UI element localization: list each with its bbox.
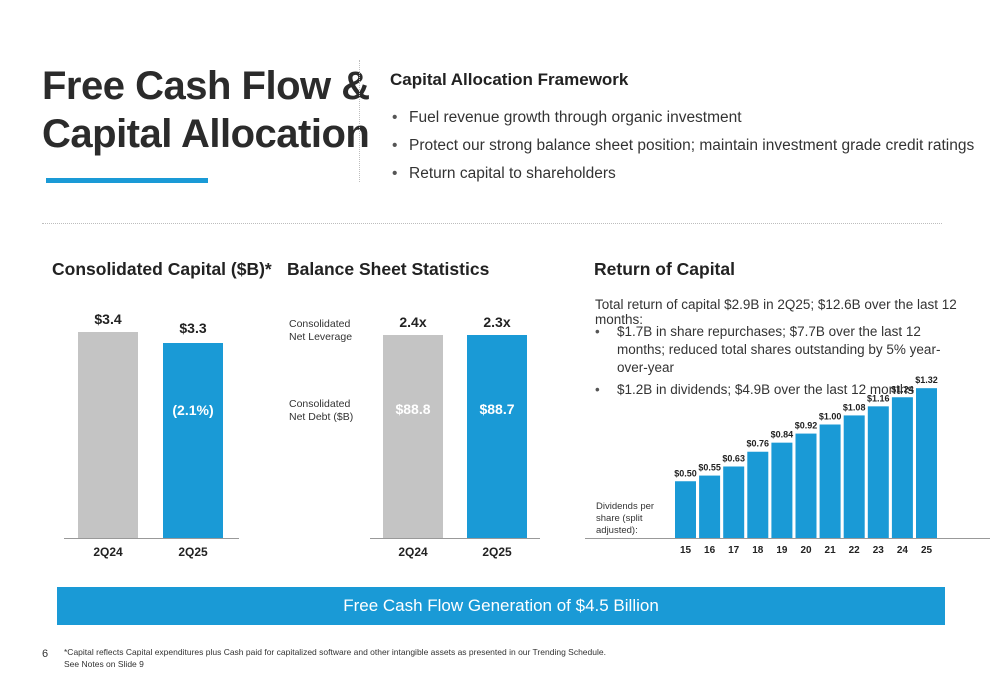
dividends-per-share-label: Dividends per share (split adjusted): (596, 501, 655, 536)
framework-title: Capital Allocation Framework (390, 70, 629, 89)
capital-change-label: (2.1%) (172, 402, 214, 418)
capital-2q24-category: 2Q24 (93, 545, 123, 559)
dividend-year-label: 23 (873, 545, 885, 556)
dividend-bar (795, 433, 817, 538)
debt-2q24-label: $88.8 (395, 401, 431, 417)
balance-2q24-bar (383, 335, 443, 538)
dividend-year-label: 20 (800, 545, 812, 556)
dividend-value-label: $0.63 (722, 453, 745, 463)
balance-sheet-title: Balance Sheet Statistics (287, 259, 490, 279)
page-title-line-2: Capital Allocation (42, 112, 370, 156)
dividend-year-label: 19 (776, 545, 788, 556)
dividend-year-label: 24 (897, 545, 909, 556)
leverage-2q25-label: 2.3x (483, 314, 511, 330)
fcf-banner: Free Cash Flow Generation of $4.5 Billio… (57, 587, 945, 625)
footnote-line-2: See Notes on Slide 9 (64, 659, 144, 669)
dividend-bar (819, 424, 841, 538)
balance-2q24-category: 2Q24 (398, 545, 428, 559)
return-of-capital-bullets: $1.7B in share repurchases; $7.7B over t… (595, 323, 955, 403)
dividend-year-label: 25 (921, 545, 933, 556)
dividend-bar (891, 397, 913, 538)
balance-axis-line (370, 538, 540, 539)
framework-bullet: Return capital to shareholders (390, 160, 974, 188)
dividend-value-label: $0.55 (698, 463, 721, 473)
debt-2q25-label: $88.7 (479, 401, 515, 417)
fcf-banner-text: Free Cash Flow Generation of $4.5 Billio… (343, 596, 659, 615)
framework-bullet: Fuel revenue growth through organic inve… (390, 104, 974, 132)
dividend-value-label: $1.00 (819, 412, 842, 422)
dividend-bar (699, 475, 721, 538)
net-leverage-label: Consolidated Net Leverage (289, 318, 353, 343)
page-number: 6 (42, 648, 49, 660)
consolidated-capital-title: Consolidated Capital ($B)* (52, 259, 272, 279)
horizontal-divider (42, 223, 942, 224)
dividend-year-label: 18 (752, 545, 764, 556)
dividend-bar (843, 415, 865, 538)
dividend-bar (916, 388, 937, 538)
dividend-bar (771, 442, 793, 538)
dividend-value-label: $0.92 (795, 421, 818, 431)
framework-bullet: Protect our strong balance sheet positio… (390, 132, 974, 160)
vertical-divider (359, 60, 360, 182)
page-title: Free Cash Flow & Capital Allocation (42, 62, 370, 158)
dividend-bar (747, 451, 769, 538)
return-of-capital-title: Return of Capital (594, 259, 735, 279)
dividend-value-label: $0.50 (674, 468, 697, 478)
dividend-bar (723, 466, 745, 538)
dividend-year-label: 17 (728, 545, 740, 556)
capital-axis-line (64, 538, 239, 539)
capital-2q25-bar (163, 343, 223, 538)
dividend-bar (867, 406, 889, 538)
framework-bullets: Fuel revenue growth through organic inve… (390, 104, 974, 188)
dividend-year-label: 21 (825, 545, 837, 556)
dividend-bar (675, 481, 696, 538)
leverage-2q24-label: 2.4x (399, 314, 427, 330)
dividend-year-label: 15 (680, 545, 692, 556)
footnote: *Capital reflects Capital expenditures p… (64, 646, 606, 670)
return-of-capital-bullet: $1.2B in dividends; $4.9B over the last … (595, 381, 955, 399)
page-title-line-1: Free Cash Flow & (42, 64, 370, 108)
capital-2q25-category: 2Q25 (178, 545, 208, 559)
dividend-value-label: $0.84 (771, 430, 794, 440)
return-of-capital-bullet: $1.7B in share repurchases; $7.7B over t… (595, 323, 955, 377)
capital-2q24-bar (78, 332, 138, 538)
dividend-year-label: 22 (849, 545, 861, 556)
capital-2q25-value-label: $3.3 (179, 320, 207, 336)
net-debt-label: Consolidated Net Debt ($B) (289, 398, 354, 423)
capital-2q24-value-label: $3.4 (94, 311, 122, 327)
balance-2q25-bar (467, 335, 527, 538)
dividend-value-label: $1.08 (843, 402, 866, 412)
dividend-value-label: $0.76 (747, 439, 770, 449)
balance-2q25-category: 2Q25 (482, 545, 512, 559)
footnote-line-1: *Capital reflects Capital expenditures p… (64, 647, 606, 657)
dividend-year-label: 16 (704, 545, 716, 556)
title-underline (46, 178, 208, 183)
